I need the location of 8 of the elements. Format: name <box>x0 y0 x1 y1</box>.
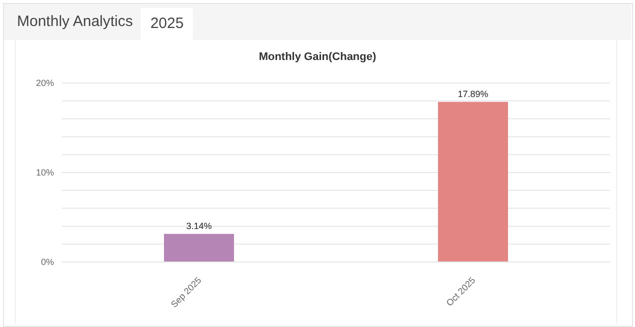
y-tick-label: 20% <box>36 78 54 88</box>
y-tick-label: 0% <box>40 257 54 268</box>
y-tick-label: 10% <box>36 168 54 178</box>
text: Monthly Analytics <box>17 13 133 30</box>
text: 2025 <box>141 8 193 40</box>
data-label: 17.89% <box>458 88 488 99</box>
chart-title: Monthly Gain(Change) <box>258 51 378 63</box>
data-label: 3.14% <box>186 220 212 231</box>
